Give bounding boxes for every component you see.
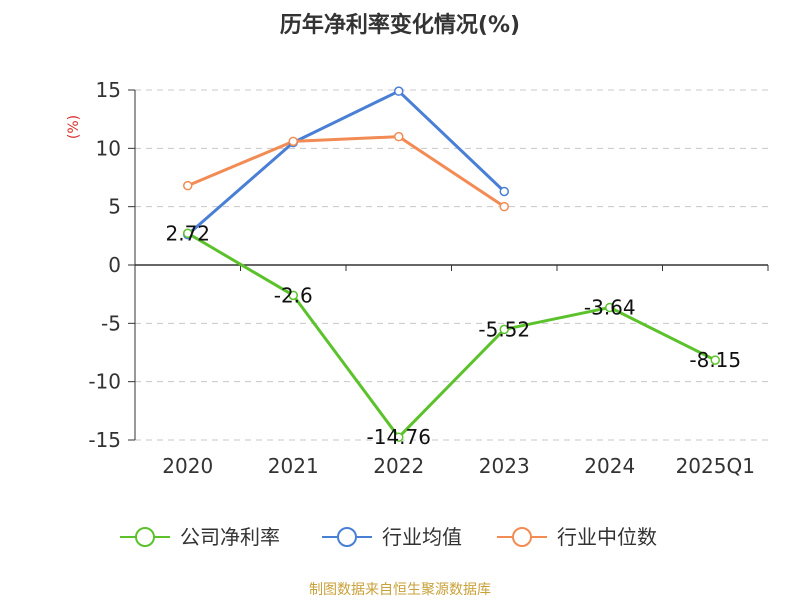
data-label: -2.6 — [274, 283, 313, 307]
legend-label: 行业均值 — [382, 525, 462, 549]
legend-label: 行业中位数 — [557, 525, 657, 549]
legend-swatch-marker — [135, 527, 155, 547]
data-point — [394, 432, 404, 442]
series-line-2 — [187, 135, 506, 208]
data-point — [710, 355, 720, 365]
data-label: 2.72 — [165, 221, 210, 245]
legend-label: 公司净利率 — [180, 525, 280, 549]
x-tick-label: 2024 — [584, 454, 635, 478]
data-point — [499, 201, 509, 212]
data-point — [288, 290, 298, 301]
y-tick-label: -15 — [88, 428, 121, 452]
x-tick-label: 2022 — [373, 454, 424, 478]
y-tick-label: 0 — [108, 253, 121, 277]
series-line-0 — [186, 231, 716, 439]
y-tick-label: 5 — [108, 195, 121, 219]
x-tick-label: 2020 — [162, 454, 213, 478]
data-point — [394, 86, 404, 96]
x-tick-label: 2021 — [268, 454, 319, 478]
data-point — [499, 186, 509, 197]
legend-item-0[interactable]: 公司净利率 — [120, 525, 280, 549]
data-point — [183, 180, 193, 191]
y-tick-label: 15 — [96, 78, 121, 102]
data-label: -5.52 — [478, 317, 530, 341]
series-line-1 — [186, 89, 506, 236]
data-label: -8.15 — [689, 348, 741, 372]
data-point — [394, 131, 404, 142]
data-label: -14.76 — [367, 425, 431, 449]
y-tick-labels: 15 10 5 0 -5 -10 -15 — [88, 78, 121, 452]
x-tick-label: 2023 — [479, 454, 530, 478]
legend-swatch-marker — [512, 527, 532, 547]
data-point — [288, 136, 298, 147]
x-tick-labels: 2020 2021 2022 2023 2024 2025Q1 — [162, 454, 755, 478]
legend[interactable]: 公司净利率 行业均值 行业中位数 — [120, 525, 657, 549]
x-tick-label: 2025Q1 — [676, 454, 755, 478]
series-points — [183, 86, 720, 442]
y-tick-label: -10 — [88, 370, 121, 394]
data-labels: 2.72 -2.6 -14.76 -5.52 -3.64 -8.15 — [165, 221, 741, 449]
y-axis-unit-label: (%) — [66, 115, 82, 139]
data-label: -3.64 — [584, 295, 636, 319]
y-tick-label: 10 — [96, 136, 121, 160]
series-lines — [186, 89, 716, 439]
y-tick-label: -5 — [101, 311, 121, 335]
data-point — [183, 228, 193, 239]
chart-title: 历年净利率变化情况(%) — [280, 12, 520, 38]
legend-item-2[interactable]: 行业中位数 — [497, 525, 657, 549]
legend-item-1[interactable]: 行业均值 — [322, 525, 462, 549]
legend-swatch-marker — [337, 527, 357, 547]
data-point — [499, 324, 509, 335]
source-note: 制图数据来自恒生聚源数据库 — [309, 582, 491, 598]
data-point — [605, 302, 615, 313]
